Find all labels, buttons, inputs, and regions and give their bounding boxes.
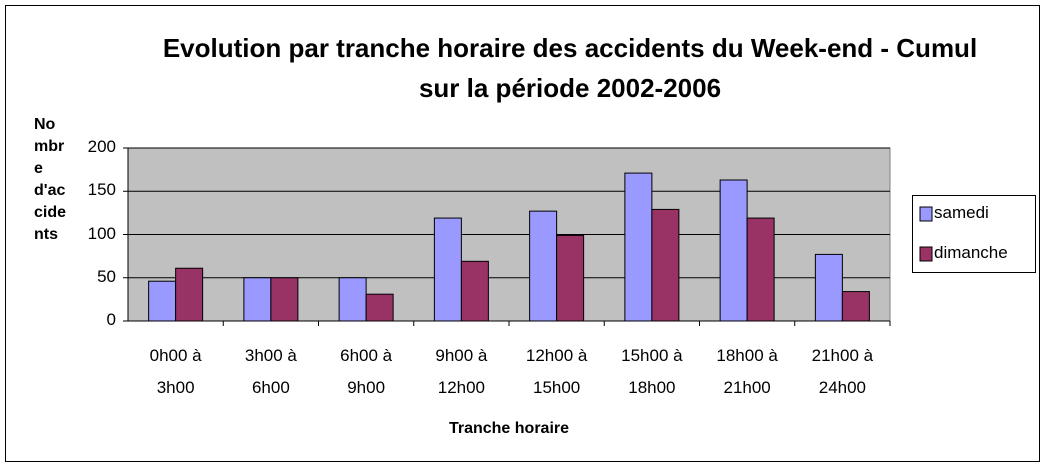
y-tick-label: 200 [87,137,116,156]
bar [556,234,585,322]
x-tick-label: 18h00 à 21h00 [716,346,778,397]
x-tick-label: 9h00 à 12h00 [435,346,488,397]
legend-box [912,195,1036,273]
y-axis-title: Nombre d'accidents [34,116,66,243]
x-tick-label: 0h00 à 3h00 [149,346,202,397]
x-tick-label: 21h00 à 24h00 [811,346,874,397]
bar [175,267,204,322]
x-tick-label: 3h00 à 6h00 [244,346,297,397]
bar [814,253,843,322]
bar [338,277,367,322]
x-axis-title: Tranche horaire [448,420,570,437]
y-tick-label: 100 [87,223,116,243]
bar [270,277,299,322]
bar [365,293,394,322]
bar [746,217,775,322]
y-tick-label: 150 [87,180,116,200]
chart-title: Evolution par tranche horaire des accide… [162,33,978,103]
legend-label: dimanche [934,243,1008,262]
y-tick-label: 50 [97,266,116,286]
y-tick-label: 0 [106,310,116,329]
x-tick-label: 12h00 à 15h00 [525,346,588,397]
legend-swatch [919,246,933,262]
bar [243,277,272,322]
bar [148,280,177,322]
legend-swatch [919,206,933,222]
legend-label: samedi [934,203,989,222]
bar [651,208,680,322]
bar [841,291,870,322]
bar [460,260,489,322]
bar [719,179,748,322]
bar [433,217,462,322]
bar [624,172,653,322]
x-tick-label: 6h00 à 9h00 [340,346,393,397]
bar [529,210,558,322]
x-tick-label: 15h00 à 18h00 [621,346,683,397]
